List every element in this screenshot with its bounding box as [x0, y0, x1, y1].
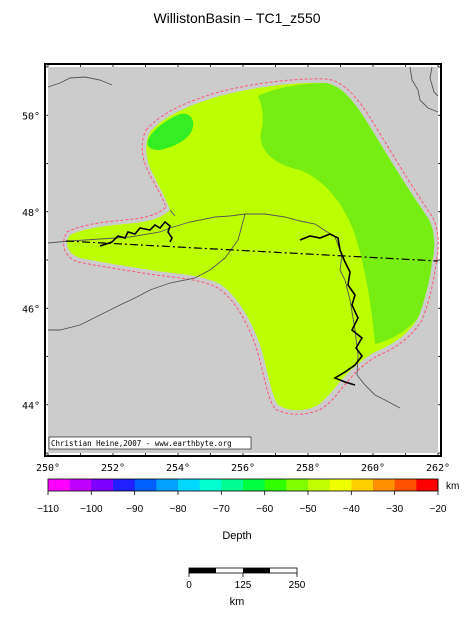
colorbar-cell-0: [48, 479, 71, 491]
credit-box: Christian Heine,2007 - www.earthbyte.org: [48, 436, 252, 450]
colorbar-cell-4: [134, 479, 157, 491]
lon-tick-0: 250°: [36, 463, 60, 474]
colorbar-tick-8: −30: [386, 504, 403, 515]
colorbar-cell-15: [373, 479, 396, 491]
colorbar-tick-1: −100: [80, 504, 103, 515]
colorbar-cell-2: [91, 479, 114, 491]
scale-bar-unit: km: [229, 596, 245, 608]
longitude-tick-labels: 250° 252° 254° 256° 258° 260° 262°: [36, 463, 450, 474]
lat-tick-3: 44°: [22, 401, 40, 412]
colorbar-cell-6: [178, 479, 201, 491]
colorbar-cell-1: [69, 479, 92, 491]
lon-tick-3: 256°: [231, 463, 255, 474]
basin-deep-zone: [258, 83, 435, 344]
colorbar-tick-5: −60: [256, 504, 273, 515]
lat-tick-1: 48°: [22, 208, 40, 219]
map-area: Christian Heine,2007 - www.earthbyte.org: [47, 66, 439, 453]
colorbar-cell-17: [416, 479, 439, 491]
colorbar-tick-4: −70: [213, 504, 230, 515]
scale-label-0: 0: [186, 580, 192, 591]
colorbar-tick-7: −40: [343, 504, 360, 515]
boundary-lines: [47, 66, 439, 409]
profile-line: [65, 240, 439, 262]
colorbar: −110 −100 −90 −80 −70 −60 −50 −40 −30 −20 km: [37, 478, 459, 515]
colorbar-cell-12: [308, 479, 331, 491]
colorbar-tick-6: −50: [300, 504, 317, 515]
credit-text: Christian Heine,2007 - www.earthbyte.org: [51, 439, 232, 448]
colorbar-cell-8: [221, 479, 244, 491]
river-lines: [99, 220, 364, 386]
lon-tick-4: 258°: [296, 463, 320, 474]
colorbar-tick-9: −20: [430, 504, 447, 515]
scale-label-125: 125: [235, 580, 252, 591]
lat-tick-2: 46°: [22, 304, 40, 315]
map-title: WillistonBasin – TC1_z550: [153, 10, 321, 26]
lon-tick-5: 260°: [361, 463, 385, 474]
latitude-tick-labels: 50° 48° 46° 44°: [22, 111, 40, 412]
colorbar-cell-5: [156, 479, 179, 491]
basin-deepest-spot: [147, 113, 194, 150]
lat-tick-0: 50°: [22, 111, 40, 122]
colorbar-cell-7: [199, 479, 222, 491]
colorbar-unit: km: [446, 481, 459, 492]
basin-outline: [63, 78, 439, 415]
colorbar-tick-3: −80: [170, 504, 187, 515]
lon-tick-2: 254°: [166, 463, 190, 474]
colorbar-cell-13: [329, 479, 352, 491]
colorbar-cell-11: [286, 479, 309, 491]
colorbar-cell-9: [243, 479, 266, 491]
colorbar-cell-16: [394, 479, 417, 491]
colorbar-tick-2: −90: [126, 504, 143, 515]
colorbar-cell-14: [351, 479, 374, 491]
colorbar-cell-10: [264, 479, 287, 491]
lon-tick-6: 262°: [426, 463, 450, 474]
scale-label-250: 250: [289, 580, 306, 591]
scale-bar: 0 125 250: [186, 567, 306, 591]
colorbar-tick-0: −110: [37, 504, 59, 515]
colorbar-cell-3: [113, 479, 136, 491]
colorbar-title: Depth: [222, 530, 252, 542]
lon-tick-1: 252°: [101, 463, 125, 474]
